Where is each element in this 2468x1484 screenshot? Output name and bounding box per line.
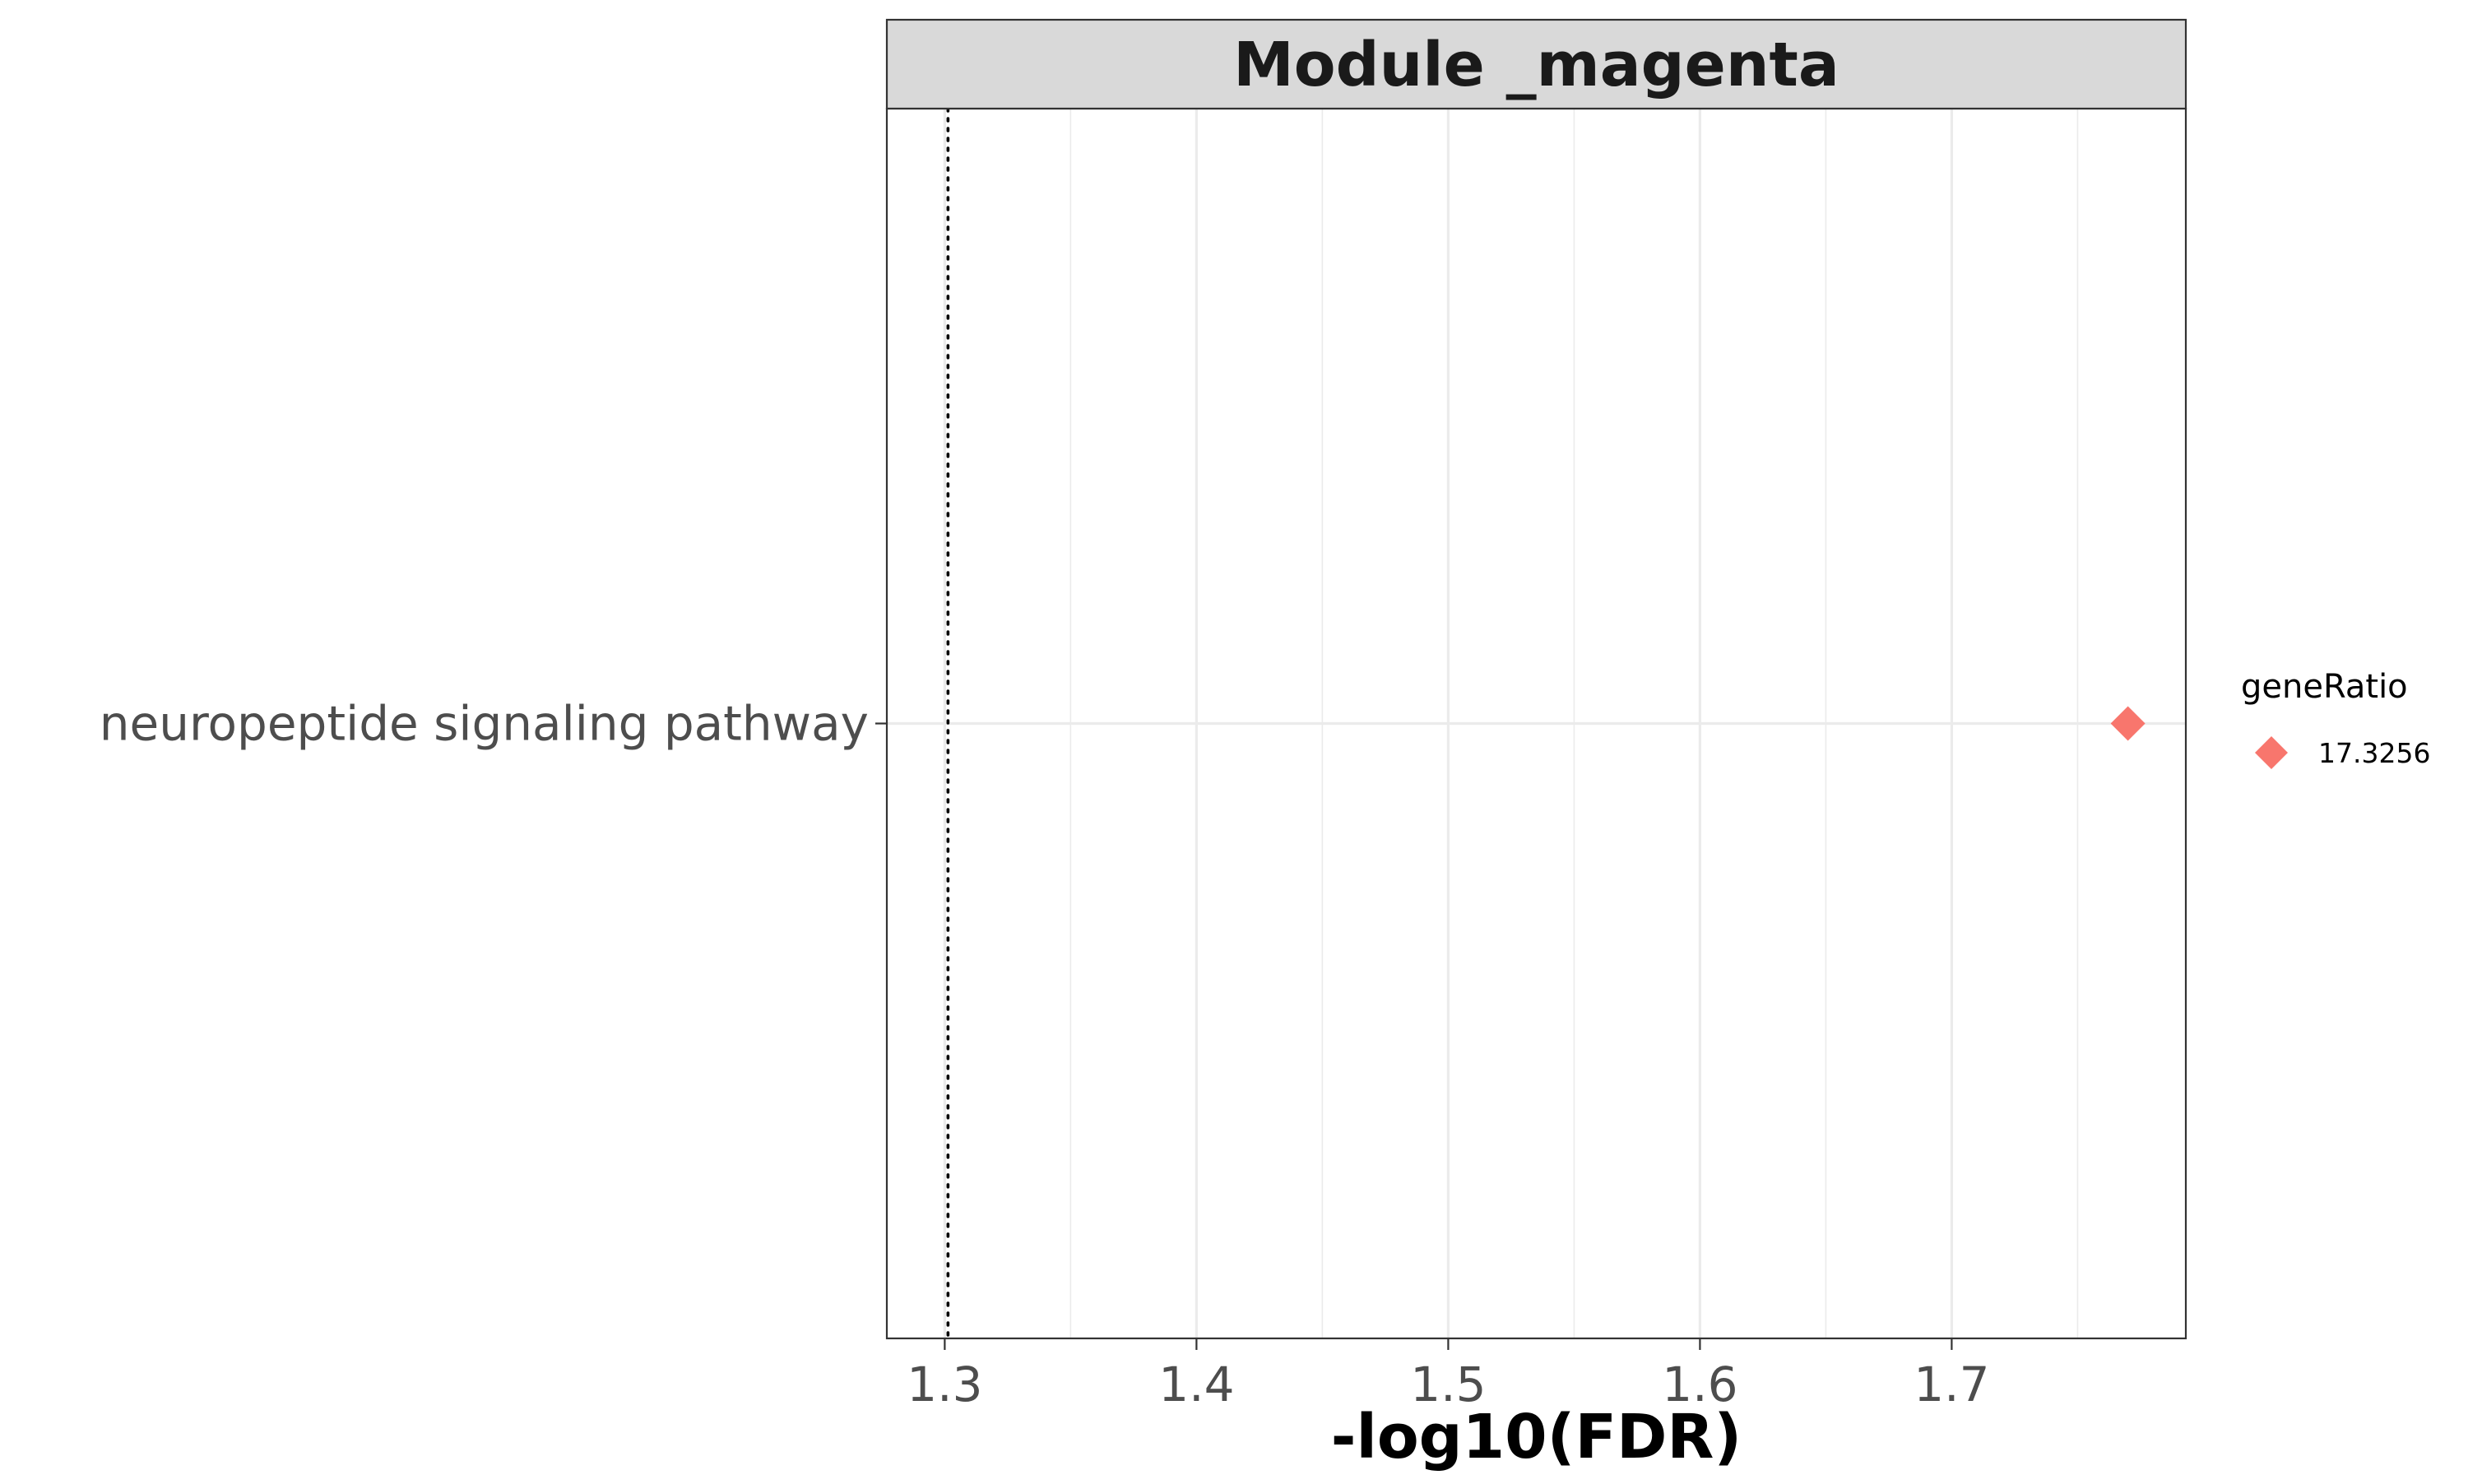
data-point-diamond bbox=[2110, 706, 2146, 741]
x-axis-tick-label: 1.7 bbox=[1914, 1356, 1989, 1412]
x-axis-tick-label: 1.4 bbox=[1158, 1356, 1234, 1412]
legend-entry-label: 17.3256 bbox=[2318, 737, 2430, 769]
legend-key-diamond bbox=[2255, 736, 2288, 769]
x-axis-title: -log10(FDR) bbox=[1331, 1402, 1742, 1472]
x-axis-tick-label: 1.3 bbox=[907, 1356, 982, 1412]
facet-title: Module _magenta bbox=[1233, 30, 1839, 100]
x-axis: 1.3 1.4 1.5 1.6 1.7 bbox=[907, 1338, 1990, 1412]
x-axis-tick-label: 1.6 bbox=[1662, 1356, 1737, 1412]
y-axis: neuropeptide signaling pathway bbox=[100, 696, 887, 752]
facet-strip bbox=[885, 18, 2187, 110]
legend: geneRatio 17.3256 bbox=[2241, 668, 2430, 769]
y-axis-category-label: neuropeptide signaling pathway bbox=[100, 696, 869, 752]
x-axis-tick-label: 1.5 bbox=[1410, 1356, 1486, 1412]
data-points bbox=[2110, 706, 2146, 741]
major-gridlines bbox=[887, 109, 2186, 1338]
legend-title: geneRatio bbox=[2241, 668, 2408, 706]
